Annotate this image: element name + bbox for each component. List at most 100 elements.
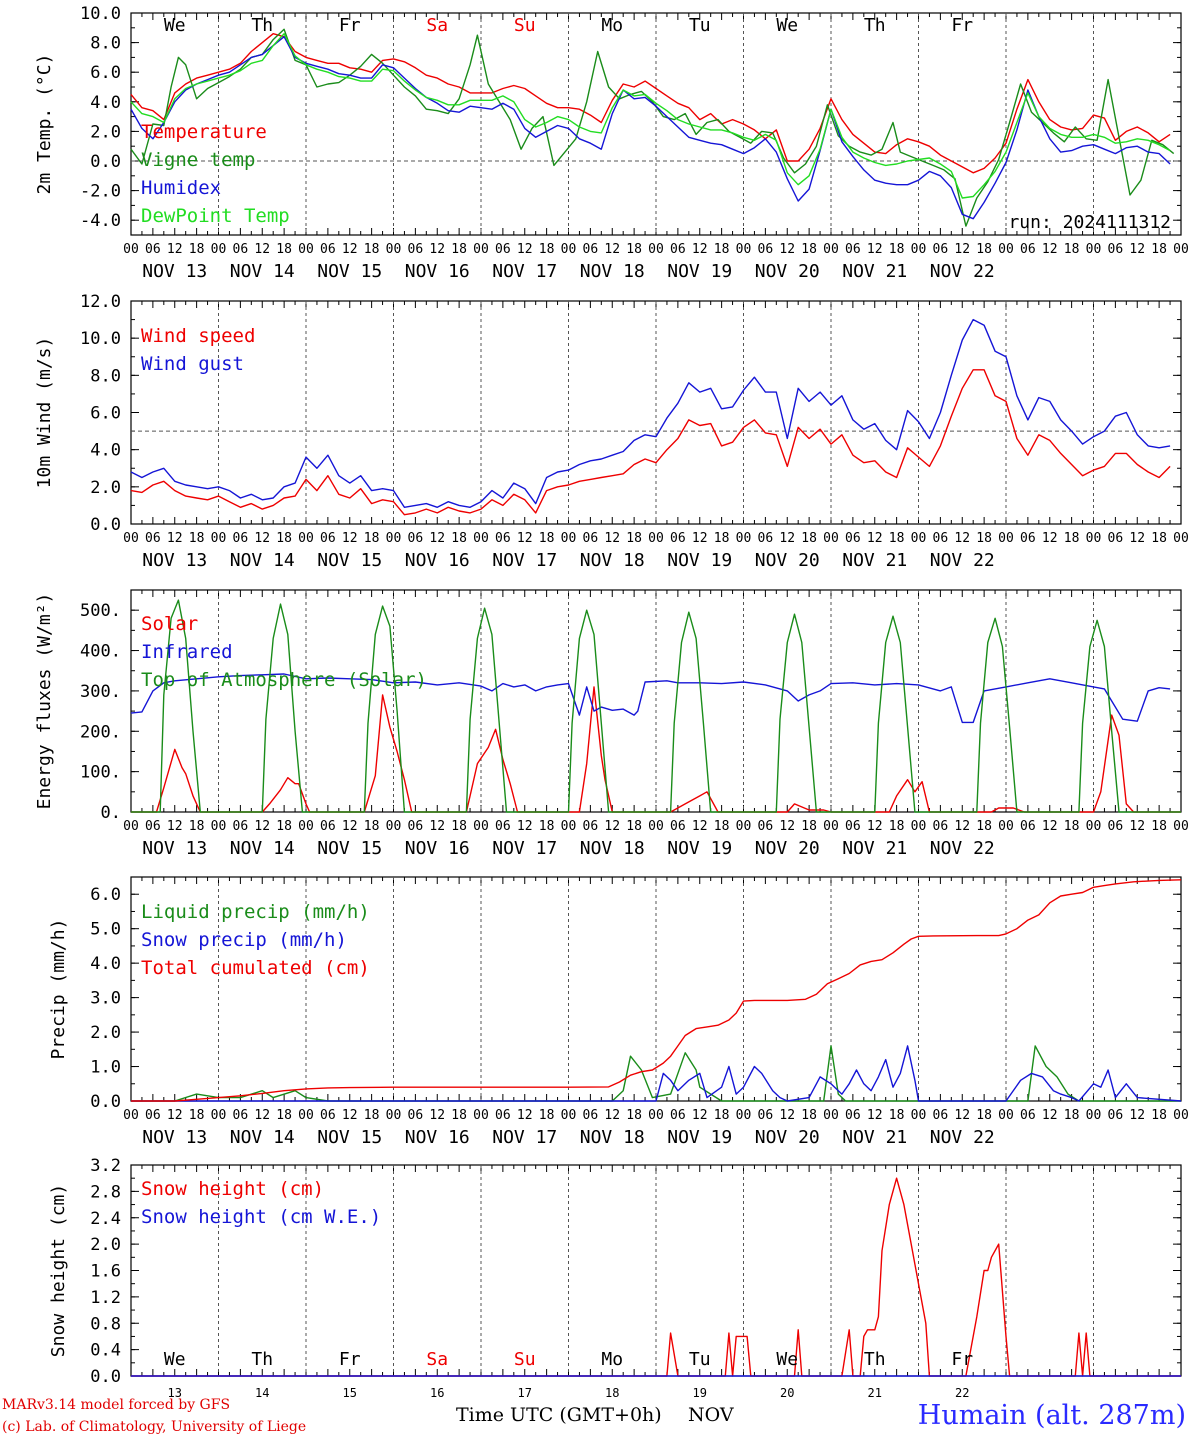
panel-1: -4.0 -2.0 0.0 2.0 4.0 6.0 8.0 10.0 2m Temp. (°C)… xyxy=(34,4,1189,282)
x-hour-label: 06 xyxy=(933,242,949,257)
x-hour-label: 06 xyxy=(1108,1108,1124,1123)
x-date-label: NOV 17 xyxy=(492,1127,557,1148)
x-hour-label: 12 xyxy=(692,531,708,546)
x-hour-label: 18 xyxy=(976,1108,992,1123)
x-date-label: NOV 17 xyxy=(492,838,557,859)
x-hour-label: 06 xyxy=(145,1108,161,1123)
x-hour-label: 18 xyxy=(451,242,467,257)
x-hour-label: 00 xyxy=(823,1108,839,1123)
x-hour-label: 12 xyxy=(692,1108,708,1123)
x-hour-label: 00 xyxy=(473,242,489,257)
x-hour-label: 06 xyxy=(320,819,336,834)
x-hour-label: 12 xyxy=(429,531,445,546)
x-hour-label: 06 xyxy=(845,242,861,257)
legend-entry: Solar xyxy=(141,613,198,635)
y-tick-label: 3.2 xyxy=(90,1156,121,1176)
x-hour-label: 06 xyxy=(145,819,161,834)
x-hour-label: 06 xyxy=(670,819,686,834)
x-hour-label: 18 xyxy=(1064,531,1080,546)
y-tick-label: 1.2 xyxy=(90,1288,121,1308)
x-hour-label: 18 xyxy=(276,242,292,257)
x-hour-label: 00 xyxy=(1173,242,1189,257)
x-hour-label: 18 xyxy=(976,242,992,257)
weekday-label: Su xyxy=(514,15,536,36)
x-hour-label: 12 xyxy=(604,819,620,834)
y-tick-label: 12.0 xyxy=(80,292,121,312)
weekday-label: Th xyxy=(864,15,886,36)
series-line-humidex xyxy=(130,36,1171,220)
x-date-label: NOV 13 xyxy=(142,550,207,571)
x-hour-label: 06 xyxy=(670,242,686,257)
legend-entry: Liquid precip (mm/h) xyxy=(141,901,370,923)
x-hour-label: 12 xyxy=(1129,531,1145,546)
x-hour-label: 06 xyxy=(1020,1108,1036,1123)
x-hour-label: 06 xyxy=(845,819,861,834)
x-hour-label: 00 xyxy=(998,1108,1014,1123)
y-tick-label: 3.0 xyxy=(90,989,121,1009)
x-hour-label: 00 xyxy=(123,531,139,546)
y-axis-label: Energy fluxes (W/m²) xyxy=(34,593,55,810)
x-hour-label: 06 xyxy=(495,242,511,257)
x-date-label: NOV 16 xyxy=(405,550,470,571)
x-hour-label: 00 xyxy=(298,1108,314,1123)
x-hour-label: 06 xyxy=(1108,819,1124,834)
panel-4: 0.0 1.0 2.0 3.0 4.0 5.0 6.0 Precip (mm/h) Liquid… xyxy=(48,876,1189,1148)
x-hour-label: 00 xyxy=(823,531,839,546)
series-line-wind-gust xyxy=(130,318,1171,508)
series-line-total-cumulated-cm- xyxy=(131,879,1182,1102)
x-hour-label: 12 xyxy=(604,531,620,546)
x-hour-label: 06 xyxy=(408,819,424,834)
x-hour-label: 12 xyxy=(779,819,795,834)
series-line-infrared xyxy=(130,673,1171,724)
x-hour-label: 12 xyxy=(1042,819,1058,834)
x-hour-label: 18 xyxy=(1151,242,1167,257)
x-hour-label: 06 xyxy=(233,1108,249,1123)
x-hour-label: 12 xyxy=(692,242,708,257)
x-hour-label: 06 xyxy=(408,242,424,257)
x-hour-label: 18 xyxy=(539,531,555,546)
x-hour-label: 12 xyxy=(867,242,883,257)
weekday-label: Sa xyxy=(426,1349,448,1370)
x-date-label: NOV 18 xyxy=(580,838,645,859)
x-hour-label: 18 xyxy=(1064,1108,1080,1123)
x-day-number: 17 xyxy=(518,1386,532,1400)
x-hour-label: 06 xyxy=(758,531,774,546)
series-line-wind-speed xyxy=(130,369,1171,516)
x-hour-label: 18 xyxy=(801,242,817,257)
x-date-label: NOV 20 xyxy=(755,550,820,571)
x-hour-label: 12 xyxy=(254,242,270,257)
x-hour-label: 06 xyxy=(845,1108,861,1123)
x-date-label: NOV 14 xyxy=(230,838,295,859)
x-hour-label: 12 xyxy=(517,531,533,546)
x-date-label: NOV 22 xyxy=(930,838,995,859)
x-hour-label: 00 xyxy=(1086,819,1102,834)
weekday-label: Su xyxy=(514,1349,536,1370)
x-hour-label: 00 xyxy=(123,819,139,834)
x-hour-label: 12 xyxy=(342,819,358,834)
y-tick-label: 6.0 xyxy=(90,885,121,905)
y-axis-label: 10m Wind (m/s) xyxy=(34,337,55,489)
x-hour-label: 12 xyxy=(1042,531,1058,546)
series-line-dewpoint-temp xyxy=(130,33,1171,199)
x-hour-label: 18 xyxy=(451,1108,467,1123)
x-day-number: 18 xyxy=(605,1386,619,1400)
y-tick-label: 10.0 xyxy=(80,329,121,349)
x-date-label: NOV 19 xyxy=(667,838,732,859)
x-date-label: NOV 15 xyxy=(317,1127,382,1148)
x-hour-label: 18 xyxy=(1151,819,1167,834)
x-hour-label: 00 xyxy=(473,819,489,834)
y-tick-label: 4.0 xyxy=(90,93,121,113)
series-line-temperature xyxy=(130,33,1171,174)
x-day-number: 20 xyxy=(780,1386,794,1400)
x-date-label: NOV 20 xyxy=(755,838,820,859)
x-hour-label: 00 xyxy=(998,819,1014,834)
x-date-label: NOV 21 xyxy=(842,1127,907,1148)
x-hour-label: 06 xyxy=(583,1108,599,1123)
weekday-label: We xyxy=(164,1349,186,1370)
x-hour-label: 12 xyxy=(1042,1108,1058,1123)
x-hour-label: 12 xyxy=(867,819,883,834)
x-hour-label: 06 xyxy=(670,531,686,546)
x-hour-label: 00 xyxy=(123,1108,139,1123)
x-date-label: NOV 17 xyxy=(492,550,557,571)
